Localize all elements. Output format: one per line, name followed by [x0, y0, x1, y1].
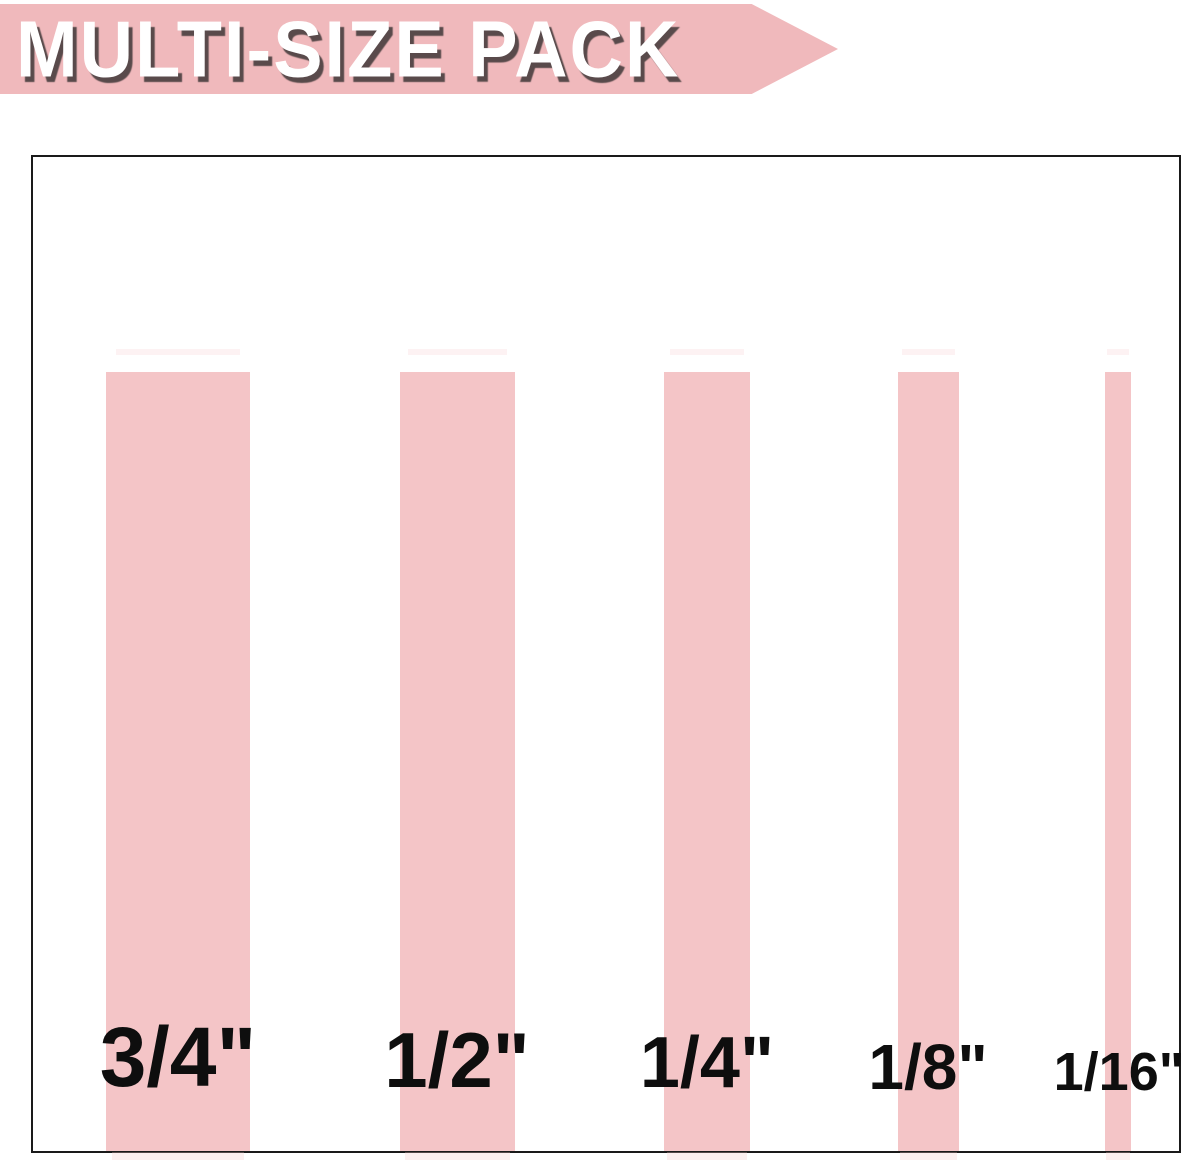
ribbon-stripe-1-8 [898, 349, 959, 1160]
ribbon-stripe-1-16 [1105, 349, 1131, 1160]
ribbon-stripe-3-4 [106, 349, 250, 1160]
stripe-size-label-1-2: 1/2" [384, 1016, 530, 1104]
size-comparison-panel: 3/4" 1/2" 1/4" 1/8" 1/16" [31, 155, 1184, 1160]
banner-title: MULTI-SIZE PACK [16, 4, 681, 94]
multi-size-pack-banner: MULTI-SIZE PACK [0, 4, 838, 94]
ribbon-stripe-1-4 [664, 349, 750, 1160]
stripe-size-label-3-4: 3/4" [99, 1010, 257, 1104]
stripe-size-label-1-16: 1/16" [1053, 1042, 1185, 1102]
stripe-size-label-1-8: 1/8" [868, 1031, 988, 1103]
ribbon-stripe-1-2 [400, 349, 515, 1160]
stripe-size-label-1-4: 1/4" [639, 1023, 775, 1103]
